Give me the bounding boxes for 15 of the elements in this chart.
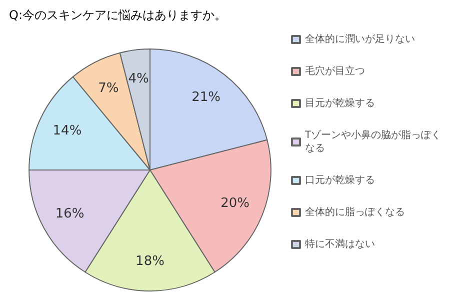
legend-label: 全体的に脂っぽくなる	[305, 206, 405, 218]
legend-label: 全体的に潤いが足りない	[305, 33, 415, 45]
chart-title: Q:今のスキンケアに悩みはありますか。	[9, 8, 226, 22]
data-label: 14%	[52, 124, 82, 139]
data-label: 7%	[98, 80, 119, 96]
data-label: 21%	[192, 90, 221, 106]
legend-label: 特に不満はない	[305, 238, 375, 250]
legend-label: 目元が乾燥する	[305, 97, 375, 109]
legend-label: Tゾーンや小鼻の脇が脂っぽくなる	[304, 129, 442, 154]
data-label: 4%	[128, 72, 149, 87]
data-label: 18%	[136, 254, 164, 269]
legend-label: 口元が乾燥する	[305, 174, 375, 186]
legend-label: 毛穴が目立つ	[305, 65, 365, 77]
data-label: 16%	[55, 206, 84, 222]
data-label: 20%	[220, 196, 250, 212]
